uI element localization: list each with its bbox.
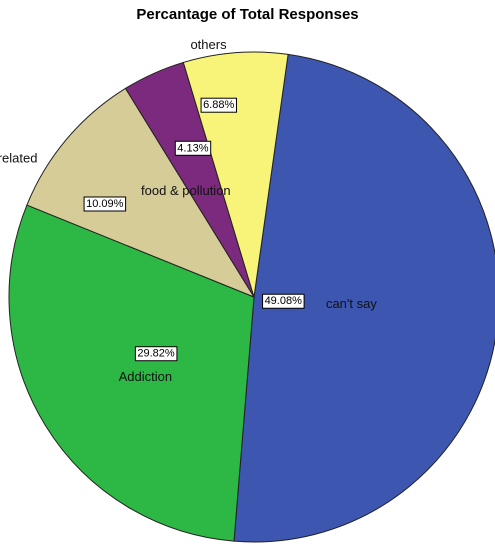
pct-label-food-pollution: 10.09%	[83, 196, 127, 212]
pct-box-addiction	[134, 346, 178, 362]
pct-text-childbirth-related: 4.13%	[177, 142, 208, 154]
pct-label-addiction: 29.82%	[134, 346, 178, 362]
slice-label-others: others	[190, 37, 227, 52]
pie-slice-addiction	[8, 204, 255, 542]
pct-text-addiction: 29.82%	[137, 348, 175, 360]
pct-label-can-t-say: 49.08%	[262, 293, 305, 309]
pct-box-childbirth-related	[174, 140, 212, 156]
pct-box-food-pollution	[83, 196, 127, 212]
pct-box-others	[200, 97, 237, 113]
slice-label-childbirth-related: childbirth related	[0, 151, 37, 166]
slice-label-addiction: Addiction	[119, 369, 172, 384]
pct-text-others: 6.88%	[203, 99, 234, 111]
slice-label-can-t-say: can't say	[326, 296, 377, 311]
pct-text-food-pollution: 10.09%	[86, 198, 124, 210]
chart-title: Percantage of Total Responses	[136, 6, 359, 23]
pct-box-can-t-say	[262, 293, 305, 309]
pie-slice-food-pollution	[26, 87, 256, 299]
pct-label-childbirth-related: 4.13%	[174, 140, 212, 156]
pie-slice-others	[182, 51, 289, 298]
pct-text-can-t-say: 49.08%	[265, 295, 303, 307]
slice-label-food-pollution: food & pollution	[141, 183, 231, 198]
pct-label-others: 6.88%	[200, 97, 237, 113]
pie-slice-can-t-say	[233, 53, 495, 543]
